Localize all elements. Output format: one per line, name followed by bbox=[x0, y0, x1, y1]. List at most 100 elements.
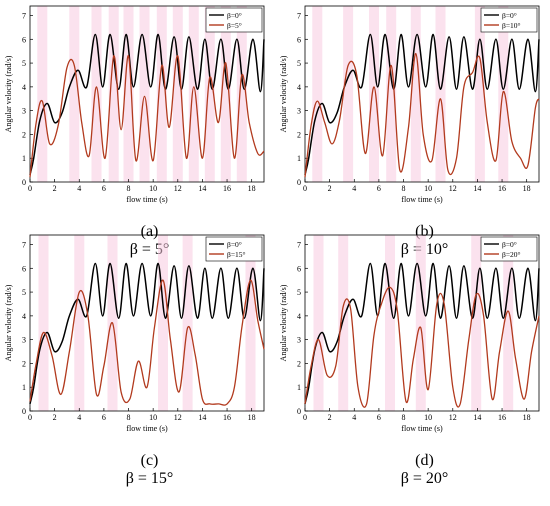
xtick-label-c-0: 0 bbox=[28, 413, 32, 422]
band-a-2 bbox=[37, 6, 48, 182]
band-a-13 bbox=[123, 6, 134, 182]
series-line-d-0 bbox=[304, 262, 540, 405]
xtick-label-a-7: 14 bbox=[198, 184, 206, 193]
xtick-label-d-3: 6 bbox=[377, 413, 381, 422]
ytick-label-d-3: 3 bbox=[297, 336, 301, 345]
caption-c-label: (c) bbox=[140, 452, 159, 469]
plot-frame-b bbox=[304, 5, 540, 183]
panel-c: 0 1 2 3 4 5 6 7 0 2 4 6 8 10 12 14 16 18 flow time (s) Angu… bbox=[0, 229, 275, 487]
ylabel-d: Angular velocity (rad/s) bbox=[279, 284, 288, 361]
legend-label-d-1: β=20° bbox=[502, 250, 521, 259]
xtick-label-b-3: 6 bbox=[377, 184, 381, 193]
xtick-label-d-4: 8 bbox=[402, 413, 406, 422]
xtick-label-a-3: 6 bbox=[102, 184, 106, 193]
legend-box-d bbox=[480, 236, 538, 262]
legend-label-a-1: β=5° bbox=[227, 21, 242, 30]
xlabel-b: flow time (s) bbox=[401, 195, 443, 204]
xtick-label-c-2: 4 bbox=[77, 413, 81, 422]
band-d-5 bbox=[338, 235, 349, 411]
ytick-label-c-2: 2 bbox=[22, 359, 26, 368]
series-line-b-1 bbox=[304, 52, 540, 178]
ytick-label-b-0: 0 bbox=[297, 178, 301, 187]
legend-c: β=0°β=15° bbox=[205, 236, 263, 262]
xtick-label-a-8: 16 bbox=[223, 184, 231, 193]
caption-d: (d) β = 20° bbox=[275, 434, 550, 506]
xtick-label-a-9: 18 bbox=[248, 184, 256, 193]
ytick-label-d-2: 2 bbox=[297, 359, 301, 368]
xtick-label-b-8: 16 bbox=[498, 184, 506, 193]
ytick-label-a-6: 6 bbox=[22, 35, 26, 44]
xtick-label-b-2: 4 bbox=[352, 184, 356, 193]
bands-b bbox=[312, 6, 509, 182]
caption-d-beta: β = 20° bbox=[400, 470, 449, 487]
band-d-2 bbox=[313, 235, 324, 411]
band-b-2 bbox=[312, 6, 323, 182]
band-c-27 bbox=[245, 235, 256, 411]
plot-frame-c bbox=[29, 234, 265, 412]
band-a-15 bbox=[139, 6, 150, 182]
xtick-label-b-4: 8 bbox=[402, 184, 406, 193]
xtick-label-c-4: 8 bbox=[127, 413, 131, 422]
figure: 0 1 2 3 4 5 6 7 0 2 4 6 8 10 12 14 16 18 flow time (s) Angu… bbox=[0, 5, 540, 487]
band-c-19 bbox=[182, 235, 193, 411]
ytick-label-c-1: 1 bbox=[22, 383, 26, 392]
ytick-label-c-5: 5 bbox=[22, 288, 26, 297]
ytick-label-a-1: 1 bbox=[22, 154, 26, 163]
legend-label-a-0: β=0° bbox=[227, 11, 242, 20]
ytick-label-d-6: 6 bbox=[297, 264, 301, 273]
ytick-label-b-3: 3 bbox=[297, 107, 301, 116]
ytick-label-b-6: 6 bbox=[297, 35, 301, 44]
xtick-label-c-6: 12 bbox=[174, 413, 182, 422]
band-a-11 bbox=[108, 6, 119, 182]
xtick-label-a-1: 2 bbox=[53, 184, 57, 193]
legend-b: β=0°β=10° bbox=[480, 7, 538, 33]
band-d-22 bbox=[471, 235, 482, 411]
series-line-b-0 bbox=[304, 33, 540, 176]
ytick-label-a-7: 7 bbox=[22, 12, 26, 21]
xtick-label-d-2: 4 bbox=[352, 413, 356, 422]
xtick-label-a-4: 8 bbox=[127, 184, 131, 193]
xtick-label-d-6: 12 bbox=[449, 413, 457, 422]
band-a-27 bbox=[236, 6, 247, 182]
bands-c bbox=[38, 235, 256, 411]
xlabel-d: flow time (s) bbox=[401, 424, 443, 433]
band-a-25 bbox=[220, 6, 231, 182]
xlabel-a: flow time (s) bbox=[126, 195, 168, 204]
series-line-d-1 bbox=[304, 286, 540, 408]
band-b-6 bbox=[343, 6, 354, 182]
ylabel-c: Angular velocity (rad/s) bbox=[4, 284, 13, 361]
band-a-17 bbox=[156, 6, 167, 182]
legend-label-b-1: β=10° bbox=[502, 21, 521, 30]
ytick-label-b-1: 1 bbox=[297, 154, 301, 163]
ytick-label-b-4: 4 bbox=[297, 83, 301, 92]
xtick-label-b-1: 2 bbox=[328, 184, 332, 193]
xtick-label-c-9: 18 bbox=[248, 413, 256, 422]
ytick-label-c-0: 0 bbox=[22, 407, 26, 416]
xtick-label-d-5: 10 bbox=[424, 413, 432, 422]
band-b-22 bbox=[474, 6, 485, 182]
xlabel-c: flow time (s) bbox=[126, 424, 168, 433]
ytick-label-d-5: 5 bbox=[297, 288, 301, 297]
xtick-label-c-8: 16 bbox=[223, 413, 231, 422]
ytick-label-c-6: 6 bbox=[22, 264, 26, 273]
ytick-label-b-7: 7 bbox=[297, 12, 301, 21]
bands-d bbox=[313, 235, 514, 411]
xtick-label-c-5: 10 bbox=[149, 413, 157, 422]
xtick-label-b-5: 10 bbox=[424, 184, 432, 193]
xtick-label-a-5: 10 bbox=[149, 184, 157, 193]
xtick-label-b-9: 18 bbox=[523, 184, 531, 193]
legend-box-b bbox=[480, 7, 538, 33]
band-a-9 bbox=[91, 6, 102, 182]
ylabel-b: Angular velocity (rad/s) bbox=[279, 55, 288, 132]
xtick-label-a-2: 4 bbox=[77, 184, 81, 193]
xtick-label-b-7: 14 bbox=[473, 184, 481, 193]
band-a-19 bbox=[172, 6, 183, 182]
band-c-2 bbox=[38, 235, 49, 411]
xtick-label-b-6: 12 bbox=[449, 184, 457, 193]
series-line-c-1 bbox=[29, 279, 265, 406]
xtick-label-c-7: 14 bbox=[198, 413, 206, 422]
legend-label-c-0: β=0° bbox=[227, 240, 242, 249]
legend-label-b-0: β=0° bbox=[502, 11, 517, 20]
